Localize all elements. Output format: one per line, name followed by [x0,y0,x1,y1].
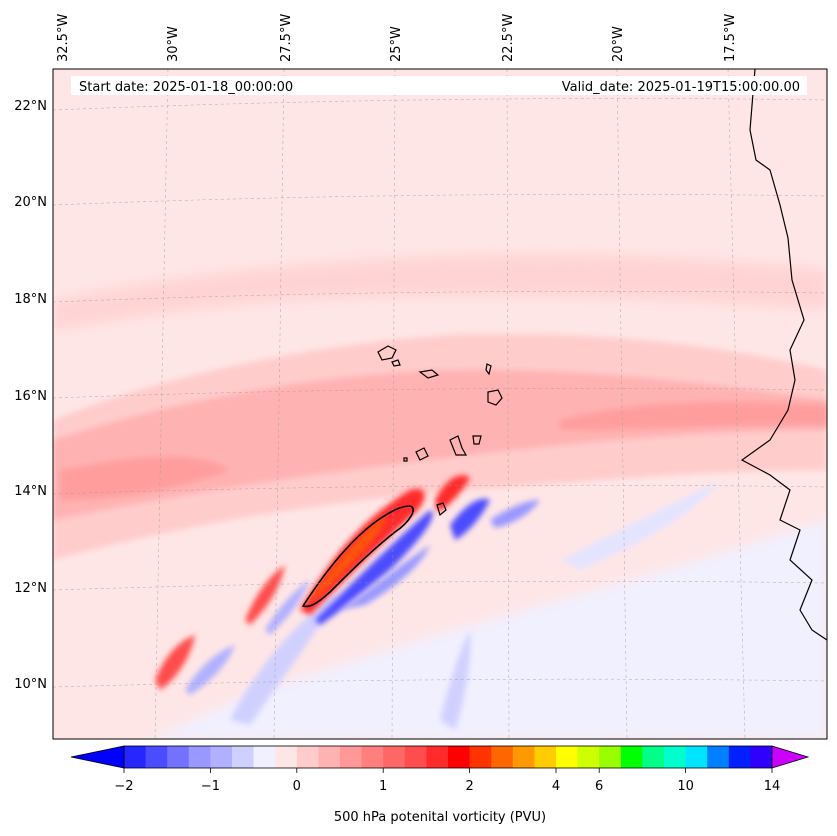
colorbar-cell [383,746,406,768]
lat-label: 10°N [14,677,47,692]
colorbar-cell [188,746,211,768]
pv-field [53,69,827,739]
valid-date-label: Valid_date: 2025-01-19T15:00:00.00 [562,80,800,95]
colorbar-tick-label: −1 [201,779,220,794]
start-date-label: Start date: 2025-01-18_00:00:00 [79,80,293,95]
colorbar-cell [750,746,773,768]
colorbar-cell [296,746,319,768]
colorbar-cell [448,746,471,768]
lat-label: 16°N [14,389,47,404]
lon-label: 20°W [611,26,626,62]
lat-label: 20°N [14,195,47,210]
lat-label: 18°N [14,292,47,307]
colorbar-cell [599,746,622,768]
colorbar-cell [512,746,535,768]
colorbar-ticks: −2 −1 0 1 2 4 6 10 14 [114,768,780,794]
lat-label: 14°N [14,484,47,499]
colorbar-cell [728,746,751,768]
colorbar-cell [167,746,190,768]
colorbar-cell [707,746,730,768]
colorbar-tick-label: 0 [293,779,301,794]
colorbar-tick-label: 1 [379,779,387,794]
date-banner [71,76,807,95]
colorbar: −2 −1 0 1 2 4 6 10 14 500 hPa potenital vorticit… [70,745,810,825]
colorbar-tick-label: 14 [764,779,781,794]
colorbar-cell [210,746,233,768]
coastline [740,69,827,641]
colorbar-cell [426,746,449,768]
colorbar-cell [232,746,255,768]
lon-labels: 32.5°W 30°W 27.5°W 25°W 22.5°W 20°W 17.5… [56,14,738,62]
colorbar-tick-label: 2 [465,779,473,794]
lon-label: 17.5°W [723,14,738,62]
lat-label: 12°N [14,581,47,596]
colorbar-cell [404,746,427,768]
colorbar-cell [685,746,708,768]
colorbar-tick-label: 4 [552,779,560,794]
lon-label: 22.5°W [501,14,516,62]
lon-label: 25°W [389,26,404,62]
lat-labels: 22°N 20°N 18°N 16°N 14°N 12°N 10°N [14,99,47,692]
colorbar-cell [340,746,363,768]
map-panel: Start date: 2025-01-18_00:00:00 Valid_da… [14,14,828,740]
colorbar-cell [491,746,514,768]
colorbar-tick-label: −2 [114,779,133,794]
colorbar-cell [556,746,579,768]
colorbar-over-arrow [771,745,810,769]
lon-label: 32.5°W [56,14,71,62]
colorbar-under-arrow [70,745,125,769]
colorbar-cell [534,746,557,768]
colorbar-frame [123,745,773,769]
colorbar-cell [318,746,341,768]
colorbar-cell [145,746,168,768]
graticule [53,69,827,739]
colorbar-cell [664,746,687,768]
colorbar-cell [253,746,276,768]
cape-verde-islands [377,345,503,517]
colorbar-cell [469,746,492,768]
colorbar-cells [124,746,773,768]
colorbar-cell [361,746,384,768]
colorbar-cell [620,746,643,768]
lon-label: 30°W [166,26,181,62]
colorbar-cell [642,746,665,768]
colorbar-cell [577,746,600,768]
map-frame [52,68,828,740]
colorbar-label: 500 hPa potenital vorticity (PVU) [334,810,546,825]
lat-label: 22°N [14,99,47,114]
colorbar-tick-label: 6 [595,779,603,794]
colorbar-cell [124,746,147,768]
colorbar-cell [275,746,298,768]
colorbar-tick-label: 10 [677,779,694,794]
lon-label: 27.5°W [279,14,294,62]
